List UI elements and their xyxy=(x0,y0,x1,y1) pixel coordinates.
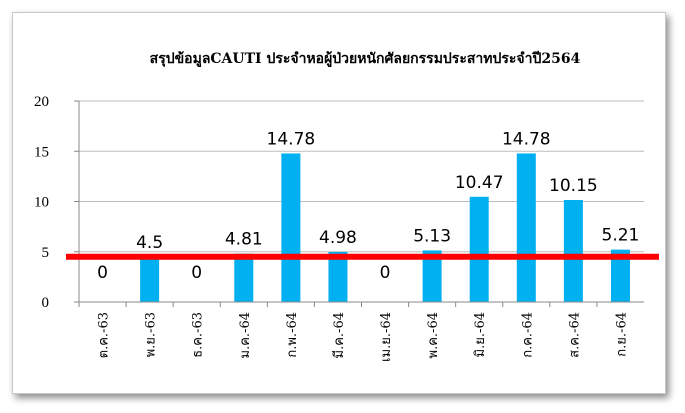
y-tick-label: 15 xyxy=(34,144,49,160)
x-tick-label: ธ.ค.-63 xyxy=(191,312,206,358)
data-label: 14.78 xyxy=(502,129,551,149)
data-labels: 0 4.5 0 4.81 14.78 4.98 0 5.13 10.47 14.78 10.15 5.… xyxy=(97,129,639,283)
x-tick-label: ก.พ.-64 xyxy=(285,312,300,358)
y-tick-label: 5 xyxy=(42,245,50,261)
bar xyxy=(610,249,630,302)
data-label: 4.98 xyxy=(319,228,357,248)
chart-title: สรุปข้อมูลCAUTI ประจำหอผู้ป่วยหนักศัลยกร… xyxy=(150,51,581,67)
data-label: 0 xyxy=(191,263,202,283)
bar xyxy=(563,199,583,302)
x-tick-label: พ.ย.-63 xyxy=(144,312,159,357)
bar xyxy=(281,153,301,302)
data-label: 5.13 xyxy=(413,226,451,246)
chart-frame xyxy=(12,12,666,394)
axes: 0 5 10 15 20 ต.ค.-63 พ.ย.-63 ธ.ค.-63 ม.ค.-64 ก.พ.… xyxy=(34,94,644,362)
x-tick-label: ก.ค.-64 xyxy=(520,312,535,358)
x-tick-label: มิ.ย.-64 xyxy=(473,312,488,357)
x-tick-label: ส.ค.-64 xyxy=(567,312,582,358)
bar xyxy=(469,196,489,302)
bar xyxy=(140,256,160,302)
bar xyxy=(422,250,442,302)
x-tick-label: ม.ค.-64 xyxy=(238,312,253,358)
data-label: 4.5 xyxy=(136,233,163,253)
data-label: 0 xyxy=(97,263,108,283)
bars xyxy=(140,153,630,302)
y-tick-label: 20 xyxy=(34,94,49,110)
data-label: 5.21 xyxy=(602,226,640,246)
bar xyxy=(328,251,348,302)
y-tick-label: 0 xyxy=(42,295,50,311)
x-tick-label: มี.ค.-64 xyxy=(331,312,347,358)
data-label: 10.15 xyxy=(549,176,598,196)
gridlines xyxy=(79,100,644,253)
bar xyxy=(516,153,536,302)
data-label: 0 xyxy=(380,263,391,283)
data-label: 10.47 xyxy=(455,173,504,193)
bar xyxy=(234,253,254,302)
y-tick-label: 10 xyxy=(34,195,49,211)
x-tick-label: เม.ย.-64 xyxy=(379,312,394,362)
data-label: 4.81 xyxy=(225,230,263,250)
data-label: 14.78 xyxy=(267,129,316,149)
x-tick-label: ต.ค.-63 xyxy=(97,312,112,358)
x-tick-label: ก.ย.-64 xyxy=(614,312,629,357)
x-tick-label: พ.ค.-64 xyxy=(426,312,441,358)
